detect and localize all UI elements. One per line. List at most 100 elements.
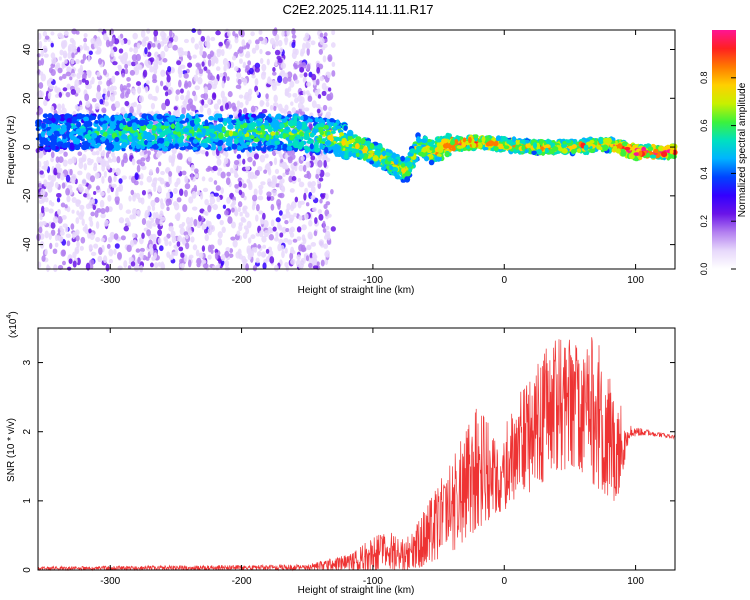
spectrogram-cell <box>118 203 123 211</box>
spectrogram-cell <box>87 139 94 144</box>
spectrogram-cell <box>148 243 153 250</box>
spectrogram-cell <box>60 202 66 208</box>
spectrogram-cell <box>207 72 213 81</box>
spectrogram-cell <box>111 75 116 84</box>
spectrogram-cell <box>204 198 209 206</box>
colorbar-tick-label: 0.0 <box>699 263 709 276</box>
spectrogram-cell <box>107 156 111 162</box>
spectrogram-cell <box>88 244 93 250</box>
spectrogram-cell <box>309 133 315 138</box>
spectrogram-cell <box>199 49 204 56</box>
spectrogram-cell <box>46 140 51 146</box>
spectrogram-cell <box>107 236 113 243</box>
spectrogram-cell <box>163 121 169 127</box>
spectrogram-cell <box>132 90 136 96</box>
spectrogram-cell <box>38 221 43 229</box>
spectrogram-cell <box>198 40 203 46</box>
spectrogram-cell <box>39 71 44 76</box>
spectrogram-cell <box>669 149 674 155</box>
spectrogram-cell <box>50 229 56 236</box>
spectrogram-cell <box>527 147 532 155</box>
spectrogram-cell <box>106 187 111 194</box>
spectrogram-marks <box>35 27 678 273</box>
spectrogram-cell <box>134 172 139 181</box>
spectrogram-cell <box>187 230 193 236</box>
spectrogram-cell <box>101 149 106 157</box>
spectrogram-cell <box>515 140 520 145</box>
spectrogram-cell <box>285 264 290 272</box>
x-tick-label: -100 <box>363 275 383 286</box>
spectrogram-cell <box>125 209 132 214</box>
spectrogram-cell <box>133 66 138 72</box>
spectrogram-cell <box>339 132 345 137</box>
spectrogram-cell <box>278 210 283 216</box>
spectrogram-cell <box>620 148 626 153</box>
spectrogram-cell <box>323 160 327 168</box>
spectrogram-cell <box>47 174 52 181</box>
spectrogram-cell <box>236 230 241 236</box>
spectrogram-cell <box>282 172 286 177</box>
spectrogram-cell <box>253 188 258 196</box>
spectrogram-cell <box>174 143 180 148</box>
spectrogram-cell <box>71 196 77 203</box>
spectrogram-cell <box>302 77 307 83</box>
spectrogram-cell <box>183 72 189 79</box>
spectrogram-cell <box>232 131 238 137</box>
spectrogram-cell <box>263 169 268 174</box>
spectrogram-cell <box>267 181 273 188</box>
spectrogram-cell <box>159 219 163 227</box>
spectrogram-cell <box>305 152 310 158</box>
spectrogram-cell <box>91 76 95 85</box>
spectrogram-cell <box>291 129 298 134</box>
spectrogram-cell <box>100 208 106 215</box>
spectrogram-cell <box>187 221 193 228</box>
spectrogram-cell <box>105 151 110 159</box>
spectrogram-cell <box>231 201 236 206</box>
spectrogram-cell <box>234 172 239 179</box>
spectrogram-cell <box>66 195 71 203</box>
spectrogram-cell <box>205 220 210 227</box>
spectrogram-cell <box>138 121 146 127</box>
spectrogram-cell <box>185 94 190 100</box>
spectrogram-cell <box>283 237 289 243</box>
spectrogram-cell <box>200 149 207 155</box>
spectrogram-cell <box>89 220 94 227</box>
spectrogram-cell <box>246 43 250 50</box>
spectrogram-cell <box>119 122 124 130</box>
spectrogram-cell <box>224 250 230 258</box>
spectrogram-cell <box>167 117 175 123</box>
spectrogram-cell <box>296 226 302 233</box>
spectrogram-cell <box>151 96 157 101</box>
spectrogram-cell <box>282 76 288 85</box>
spectrogram-cell <box>466 144 470 150</box>
spectrogram-cell <box>226 76 230 82</box>
spectrogram-cell <box>89 175 96 183</box>
spectrogram-cell <box>544 144 551 149</box>
spectrogram-cell <box>255 257 260 264</box>
spectrogram-cell <box>144 47 148 55</box>
spectrogram-cell <box>42 113 49 119</box>
spectrogram-cell <box>127 39 131 46</box>
spectrogram-cell <box>57 67 63 74</box>
spectrogram-cell <box>192 54 197 59</box>
spectrogram-cell <box>41 220 47 226</box>
spectrogram-cell <box>223 157 229 165</box>
spectrogram-cell <box>303 145 309 150</box>
spectrogram-cell <box>190 36 195 44</box>
spectrogram-cell <box>118 217 125 224</box>
spectrogram-cell <box>140 197 145 205</box>
spectrogram-cell <box>242 158 246 165</box>
spectrogram-cell <box>213 180 218 185</box>
spectrogram-cell <box>300 115 305 121</box>
spectrogram-cell <box>210 59 216 66</box>
spectrogram-cell <box>272 226 277 232</box>
spectrogram-cell <box>219 73 224 78</box>
spectrogram-x-label: Height of straight line (km) <box>298 285 415 296</box>
spectrogram-cell <box>200 35 206 42</box>
spectrogram-cell <box>272 28 278 37</box>
spectrogram-cell <box>140 173 144 180</box>
spectrogram-cell <box>273 237 279 242</box>
spectrogram-cell <box>50 157 54 163</box>
spectrogram-cell <box>275 131 279 136</box>
spectrogram-cell <box>308 262 313 269</box>
